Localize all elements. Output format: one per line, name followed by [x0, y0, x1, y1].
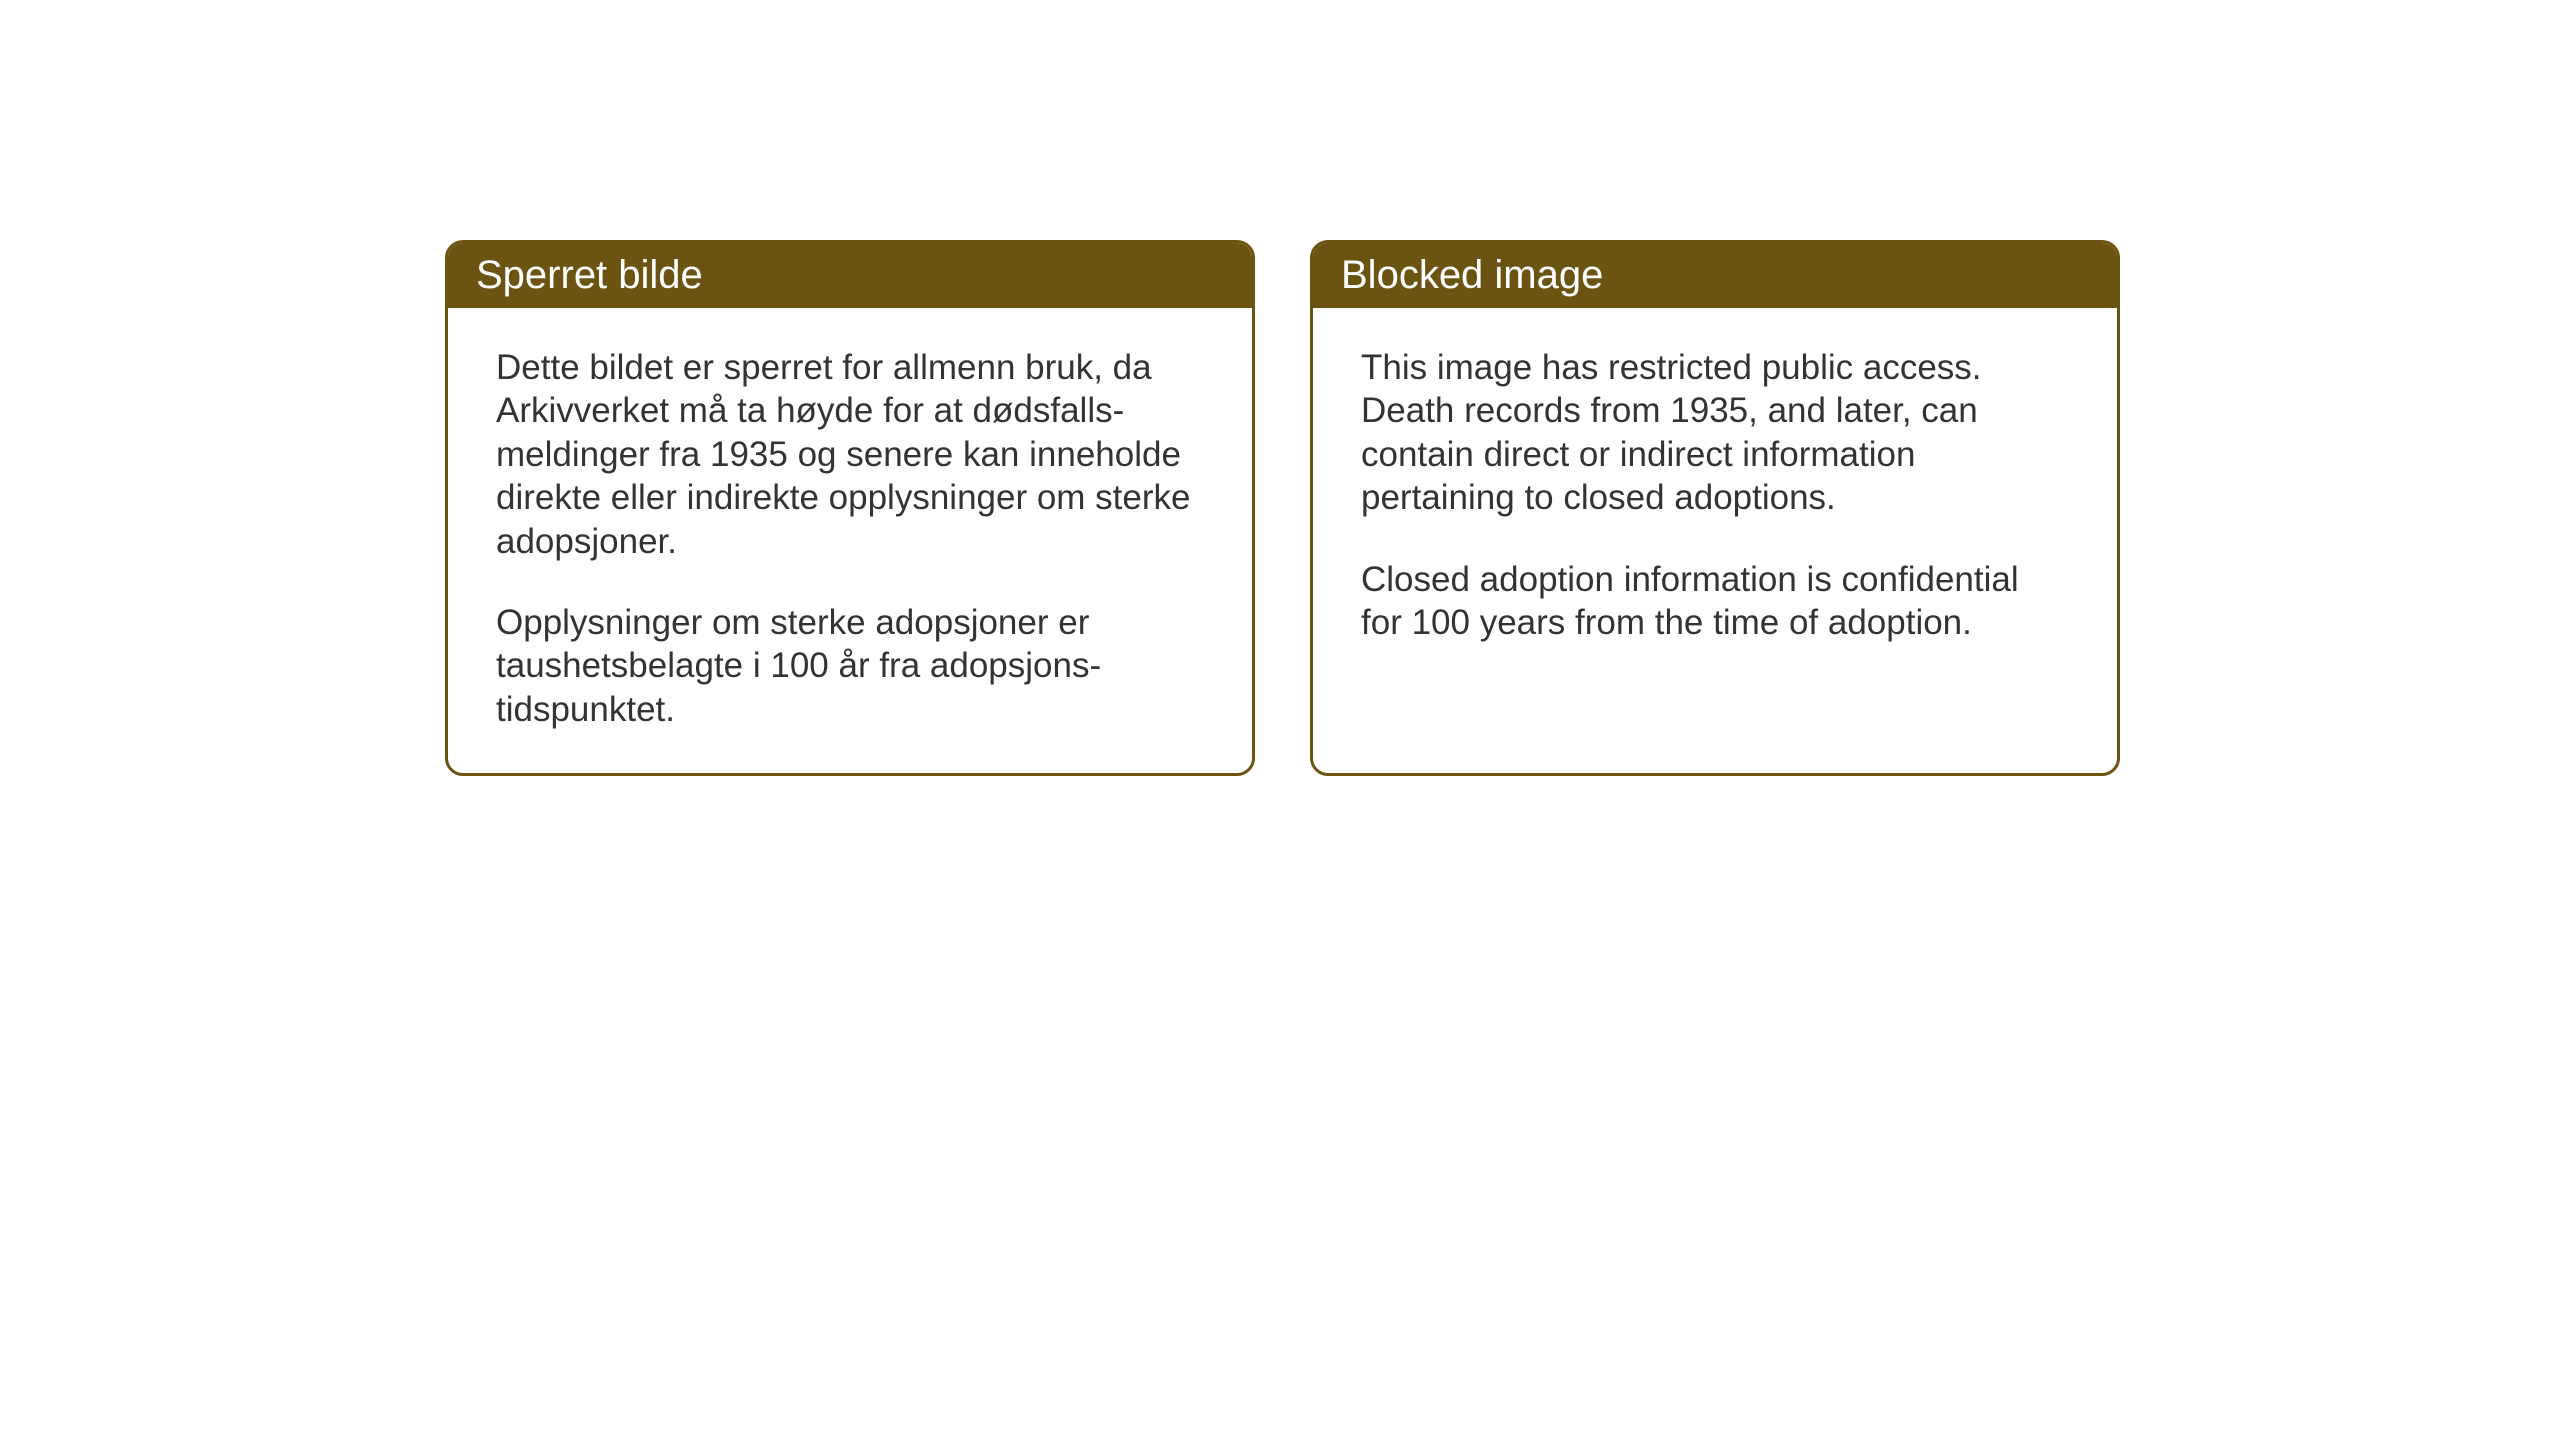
card-norwegian: Sperret bilde Dette bildet er sperret fo… [445, 240, 1255, 776]
card-body-english: This image has restricted public access.… [1313, 308, 2117, 686]
paragraph-english-2: Closed adoption information is confident… [1361, 558, 2069, 645]
cards-container: Sperret bilde Dette bildet er sperret fo… [445, 240, 2120, 776]
card-english: Blocked image This image has restricted … [1310, 240, 2120, 776]
card-header-norwegian: Sperret bilde [448, 243, 1252, 308]
paragraph-english-1: This image has restricted public access.… [1361, 346, 2069, 520]
paragraph-norwegian-2: Opplysninger om sterke adopsjoner er tau… [496, 601, 1204, 731]
paragraph-norwegian-1: Dette bildet er sperret for allmenn bruk… [496, 346, 1204, 563]
card-body-norwegian: Dette bildet er sperret for allmenn bruk… [448, 308, 1252, 773]
card-header-english: Blocked image [1313, 243, 2117, 308]
